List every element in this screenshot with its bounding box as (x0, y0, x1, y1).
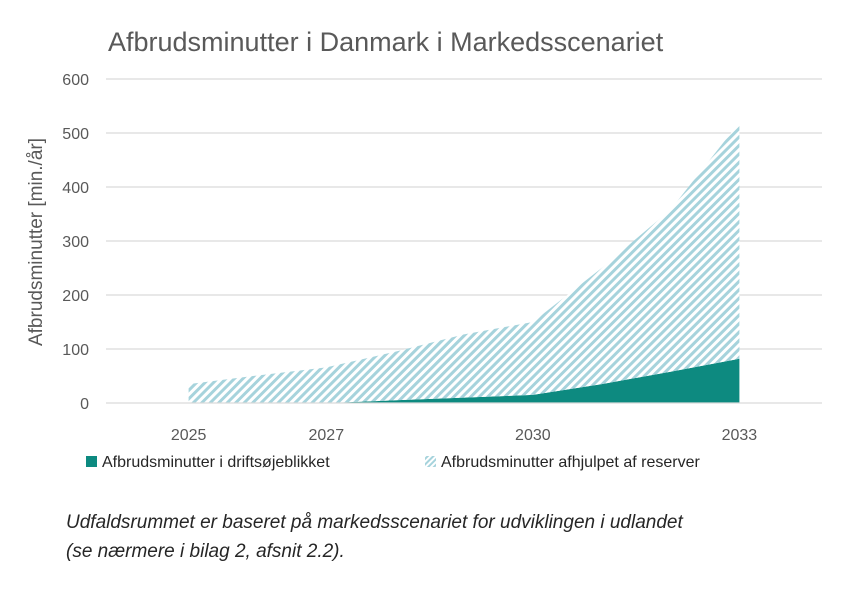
plot-areas (188, 122, 740, 403)
chart-title: Afbrudsminutter i Danmark i Markedsscena… (108, 27, 664, 57)
caption-line-1: Udfaldsrummet er baseret på markedsscena… (66, 512, 683, 533)
y-tick-label: 400 (62, 180, 89, 197)
area-series-2 (188, 122, 740, 403)
x-axis-ticks: 2025 2027 2030 2033 (171, 427, 757, 444)
legend-label: Afbrudsminutter afhjulpet af reserver (441, 454, 700, 471)
y-tick-label: 100 (62, 342, 89, 359)
y-axis-ticks: 0 100 200 300 400 500 600 (62, 72, 89, 413)
legend-label: Afbrudsminutter i driftsøjeblikket (102, 454, 330, 471)
chart-canvas: Afbrudsminutter i Danmark i Markedsscena… (26, 27, 822, 471)
x-tick-label: 2027 (309, 427, 345, 444)
y-tick-label: 500 (62, 126, 89, 143)
y-tick-label: 600 (62, 72, 89, 89)
caption-line-2: (se nærmere i bilag 2, afsnit 2.2). (66, 541, 345, 562)
figure-caption: Udfaldsrummet er baseret på markedsscena… (66, 508, 846, 566)
y-tick-label: 0 (80, 396, 89, 413)
legend: Afbrudsminutter i driftsøjeblikket Afbrud… (86, 454, 700, 471)
x-tick-label: 2025 (171, 427, 207, 444)
legend-swatch (86, 456, 97, 467)
y-tick-label: 300 (62, 234, 89, 251)
x-tick-label: 2033 (722, 427, 758, 444)
x-tick-label: 2030 (515, 427, 551, 444)
y-axis-label: Afbrudsminutter [min./år] (26, 138, 47, 346)
area-series-1 (188, 358, 740, 403)
legend-swatch (425, 456, 436, 467)
y-tick-label: 200 (62, 288, 89, 305)
